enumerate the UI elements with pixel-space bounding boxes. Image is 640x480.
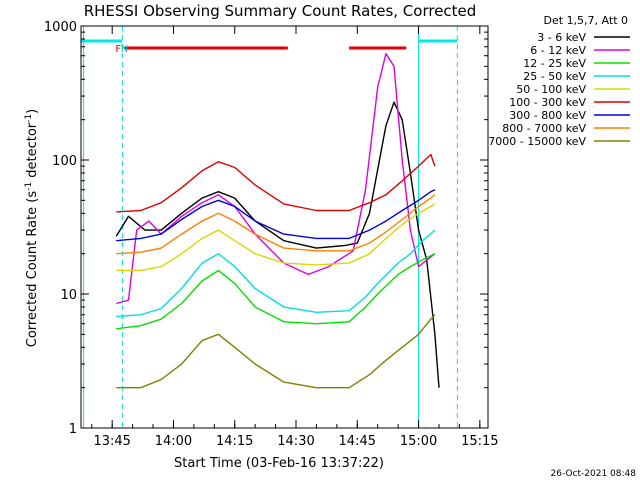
x-tick-label-1: 14:00 xyxy=(155,434,192,449)
chart-title: RHESSI Observing Summary Count Rates, Co… xyxy=(84,2,477,20)
y-tick-label-0: 1 xyxy=(69,422,77,437)
x-axis-label: Start Time (03-Feb-16 13:37:22) xyxy=(174,456,384,471)
y-axis-label: Corrected Count Rate (s-1 detector-1) xyxy=(24,109,40,347)
x-tick-label-0: 13:45 xyxy=(93,434,130,449)
y-tick-label-3: 1000 xyxy=(44,20,77,35)
legend-label-0: 3 - 6 keV xyxy=(537,31,586,44)
series-line-8 xyxy=(116,314,436,389)
series-line-6 xyxy=(116,189,436,242)
series-line-1 xyxy=(116,53,436,305)
series-line-7 xyxy=(116,194,436,255)
series-line-2 xyxy=(116,253,436,330)
flag-label-1: N xyxy=(121,44,128,55)
series-line-0 xyxy=(115,101,440,388)
axes: 13:45 14:00 14:15 14:30 14:45 15:00 15:15 1 10 10… xyxy=(44,20,499,449)
legend-label-3: 25 - 50 keV xyxy=(523,70,586,83)
x-tick-label-4: 14:45 xyxy=(339,434,376,449)
series-line-4 xyxy=(116,203,436,272)
flag-label-0: F xyxy=(115,44,121,55)
y-tick-label-2: 100 xyxy=(52,154,77,169)
legend-label-1: 6 - 12 keV xyxy=(530,44,586,57)
legend-label-4: 50 - 100 keV xyxy=(516,83,586,96)
legend-label-6: 300 - 800 keV xyxy=(509,109,586,122)
legend-label-7: 800 - 7000 keV xyxy=(502,122,586,135)
plot-frame xyxy=(80,25,489,429)
y-tick-label-1: 10 xyxy=(60,288,77,303)
timestamp-label: 26-Oct-2021 08:48 xyxy=(551,469,637,479)
series-line-3 xyxy=(116,229,436,318)
series-line-5 xyxy=(116,153,436,213)
legend-label-5: 100 - 300 keV xyxy=(509,96,586,109)
x-tick-label-6: 15:15 xyxy=(461,434,498,449)
x-tick-label-5: 15:00 xyxy=(400,434,437,449)
x-tick-label-3: 14:30 xyxy=(277,434,314,449)
legend-title: Det 1,5,7, Att 0 xyxy=(544,14,628,27)
x-tick-label-2: 14:15 xyxy=(216,434,253,449)
legend-label-8: 7000 - 15000 keV xyxy=(488,135,586,148)
legend-label-2: 12 - 25 keV xyxy=(523,57,586,70)
